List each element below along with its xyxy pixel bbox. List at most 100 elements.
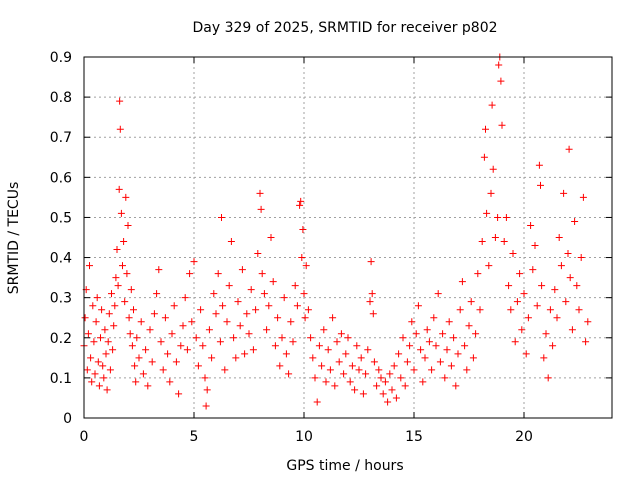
data-point	[555, 234, 563, 241]
data-point	[95, 382, 103, 390]
data-point	[535, 161, 543, 169]
data-point	[203, 386, 211, 394]
data-point	[331, 382, 339, 390]
data-point	[564, 250, 572, 258]
data-point	[218, 213, 225, 221]
data-point	[153, 290, 161, 298]
data-point	[122, 193, 130, 201]
data-point	[112, 274, 120, 282]
chart-title: Day 329 of 2025, SRMTID for receiver p80…	[192, 20, 497, 36]
data-point	[488, 101, 496, 109]
data-point	[227, 238, 235, 246]
data-point	[130, 306, 137, 314]
data-point	[474, 270, 482, 278]
data-point	[497, 77, 505, 85]
data-point	[428, 366, 436, 374]
data-point	[377, 374, 385, 382]
x-tick-label: 0	[80, 429, 89, 445]
data-point	[337, 330, 345, 338]
data-point	[298, 254, 306, 262]
data-point	[560, 189, 568, 197]
data-point	[566, 274, 574, 282]
data-point	[439, 330, 447, 338]
data-point	[423, 326, 431, 334]
y-tick-label: 0	[63, 411, 72, 427]
data-point	[194, 362, 202, 370]
data-point	[483, 209, 491, 217]
data-point	[88, 378, 96, 386]
data-point	[458, 278, 466, 286]
data-point	[485, 262, 493, 270]
data-point	[234, 298, 242, 306]
data-point	[491, 234, 499, 241]
data-point	[100, 374, 108, 382]
data-point	[157, 338, 165, 346]
data-point	[537, 181, 544, 189]
data-point	[210, 290, 218, 298]
data-point	[335, 358, 343, 366]
data-point	[575, 306, 583, 314]
data-point	[177, 342, 185, 350]
data-point	[278, 334, 286, 342]
data-point	[183, 346, 191, 354]
data-point	[232, 354, 240, 362]
data-point	[142, 346, 150, 354]
data-point	[291, 282, 299, 290]
data-point	[502, 213, 510, 221]
data-point	[513, 298, 521, 306]
data-point	[472, 330, 480, 338]
data-point	[542, 330, 550, 338]
data-point	[181, 294, 189, 302]
data-point	[410, 366, 418, 374]
data-point	[260, 290, 268, 298]
y-tick-label: 0.9	[50, 50, 72, 66]
data-point	[84, 330, 92, 338]
data-point	[186, 270, 194, 278]
data-point	[91, 370, 99, 378]
y-axis-label: SRMTID / TECUs	[6, 182, 22, 295]
data-point	[397, 374, 405, 382]
data-point	[565, 145, 573, 153]
y-tick-label: 0.3	[50, 291, 72, 307]
data-point	[476, 306, 484, 314]
data-point	[269, 278, 277, 286]
data-point	[282, 350, 290, 358]
data-point	[399, 334, 407, 342]
data-point	[271, 342, 279, 350]
data-point	[115, 185, 123, 193]
data-point	[489, 165, 497, 173]
data-point	[495, 61, 503, 69]
data-point	[113, 246, 121, 254]
data-point	[309, 354, 317, 362]
data-point	[373, 382, 381, 390]
data-point	[384, 398, 392, 406]
data-point	[116, 125, 124, 133]
data-point	[164, 350, 172, 358]
data-point	[538, 282, 546, 290]
data-point	[367, 258, 375, 266]
data-point	[289, 338, 297, 346]
data-point	[132, 378, 140, 386]
data-point	[285, 370, 293, 378]
data-point	[562, 298, 570, 306]
data-point	[577, 254, 585, 262]
data-point	[301, 314, 309, 322]
data-point	[135, 354, 143, 362]
data-point	[533, 302, 541, 310]
data-point	[313, 398, 321, 406]
data-point	[450, 334, 458, 342]
data-point	[430, 314, 438, 322]
data-point	[120, 238, 128, 246]
data-point	[375, 366, 383, 374]
data-point	[101, 326, 109, 334]
data-points	[80, 53, 592, 410]
data-point	[126, 330, 134, 338]
data-point	[94, 358, 102, 366]
data-point	[333, 338, 341, 346]
data-point	[208, 354, 216, 362]
data-point	[463, 366, 471, 374]
data-point	[90, 338, 98, 346]
data-point	[108, 290, 115, 298]
x-tick-label: 20	[515, 429, 533, 445]
data-point	[93, 294, 101, 302]
